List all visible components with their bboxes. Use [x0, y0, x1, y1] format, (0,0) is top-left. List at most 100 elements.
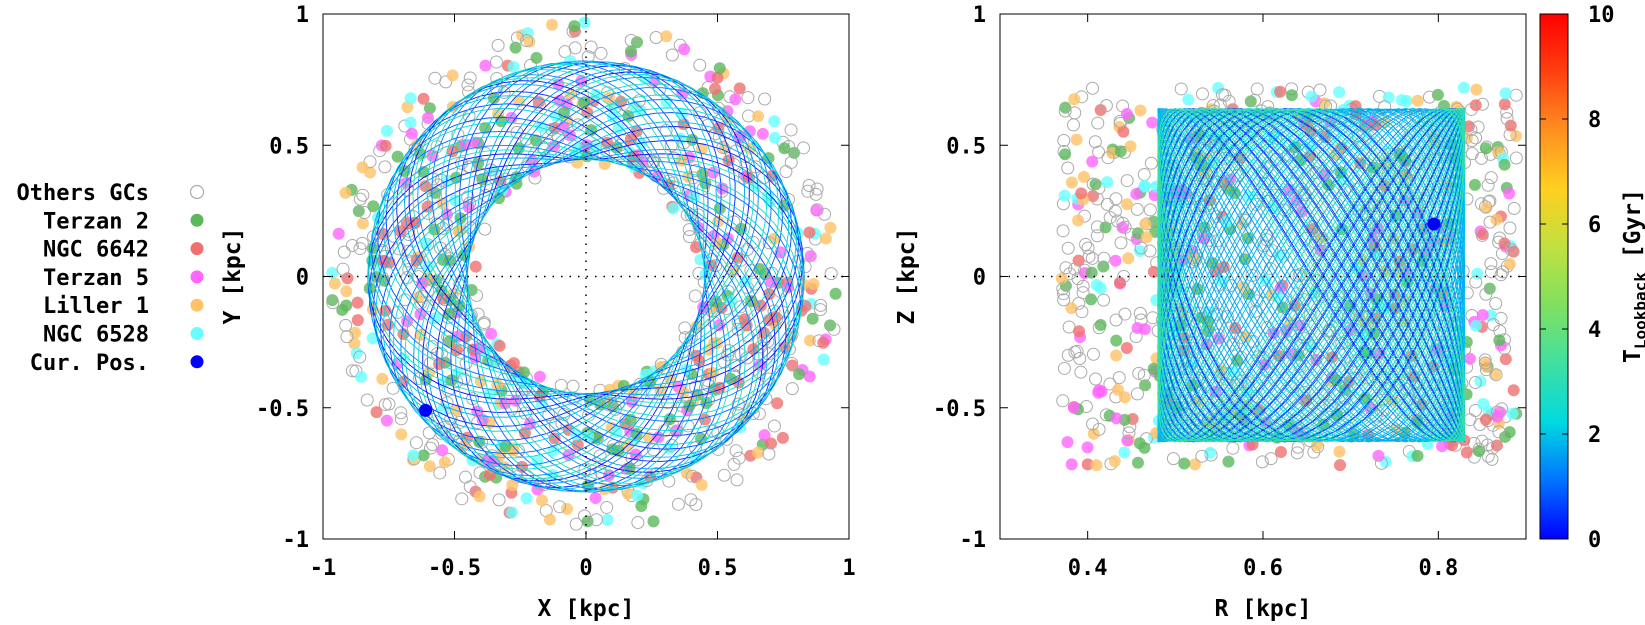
gc-point [589, 491, 602, 504]
other-gc-point [554, 378, 568, 392]
other-gc-point [693, 58, 707, 72]
gc-point [793, 368, 806, 381]
other-gc-point [1486, 441, 1500, 455]
gc-point [1077, 170, 1090, 183]
rz-panel: 0.4 0.6 0.8 -1 -0.5 0 0.5 1 R [kpc] Z [kpc] [894, 3, 1527, 622]
gc-point [1411, 449, 1424, 462]
orbit-line [1157, 108, 1466, 442]
legend-marker [190, 298, 204, 312]
other-gc-point [1210, 175, 1224, 189]
other-gc-point [378, 398, 392, 412]
legend-marker [190, 242, 204, 256]
other-gc-point [682, 223, 696, 237]
other-gc-point [730, 473, 744, 487]
gc-point [765, 437, 778, 450]
other-gc-point [1144, 156, 1158, 170]
orbit-line [1157, 108, 1466, 443]
other-gc-point [1117, 269, 1131, 283]
other-gc-point [439, 75, 453, 89]
other-gc-point [1059, 261, 1073, 275]
gc-point [557, 106, 570, 119]
legend: Others GCs Terzan 2 NGC 6642 Terzan 5 Liller… [17, 181, 205, 376]
other-gc-point [1086, 417, 1100, 431]
gc-point [807, 277, 820, 290]
other-gc-point [1137, 368, 1151, 382]
colorbar-label-unit: [Gyr] [1620, 189, 1645, 272]
other-gc-point [1504, 243, 1518, 257]
gc-point [1095, 385, 1108, 398]
other-gc-point [455, 156, 469, 170]
x-tick-label: -1 [310, 556, 337, 581]
gc-point [367, 200, 380, 213]
orbit-line [392, 95, 780, 458]
gc-point [423, 102, 436, 115]
gc-point [530, 51, 543, 64]
gc-point [356, 161, 369, 174]
other-gc-point [1323, 399, 1337, 413]
gc-point [1081, 441, 1094, 454]
other-gc-point [1485, 265, 1499, 279]
xy-panel: -1 -0.5 0 0.5 1 -1 -0.5 0 0.5 1 X [kpc] Y [kpc] [220, 3, 856, 622]
other-gc-point [1056, 282, 1070, 296]
rz-x-axis-label: R [kpc] [1215, 596, 1312, 622]
gc-point [380, 414, 393, 427]
orbit-line [1157, 108, 1466, 443]
colorbar-label-main: T [1620, 349, 1645, 363]
gc-point [1110, 412, 1123, 425]
other-gc-point [1113, 114, 1127, 128]
gc-point [1499, 353, 1512, 366]
gc-point [446, 145, 459, 158]
other-gc-point [440, 396, 454, 410]
other-gc-point [1481, 178, 1495, 192]
gc-point [1087, 427, 1100, 440]
gc-point [440, 208, 453, 221]
other-gc-point [1070, 344, 1084, 358]
gc-point [438, 456, 451, 469]
other-gc-point [1486, 318, 1500, 332]
gc-point [631, 489, 644, 502]
gc-point [423, 460, 436, 473]
other-gc-point [440, 218, 454, 232]
gc-point [778, 142, 791, 155]
other-gc-point [711, 426, 725, 440]
other-gc-point [631, 516, 645, 530]
other-gc-point [1108, 204, 1122, 218]
gc-point [535, 494, 548, 507]
other-gc-point [548, 418, 562, 432]
other-gc-point [489, 55, 503, 69]
gc-point [1113, 276, 1126, 289]
other-gc-point [729, 444, 743, 458]
other-gc-point [1090, 229, 1104, 243]
gc-point [460, 330, 473, 343]
other-gc-point [462, 109, 476, 123]
gc-point [758, 429, 771, 442]
other-gc-point [1481, 449, 1495, 463]
other-gc-point [1507, 202, 1521, 216]
gc-point [520, 492, 533, 505]
gc-point [1085, 293, 1098, 306]
gc-point [788, 146, 801, 159]
other-gc-point [1218, 88, 1232, 102]
colorbar-tick-label: 8 [1588, 108, 1601, 133]
other-gc-point [1492, 425, 1506, 439]
orbit-line [454, 60, 718, 493]
other-gc-point [741, 91, 755, 105]
other-gc-point [373, 144, 387, 158]
gc-point [765, 276, 778, 289]
other-gc-point [1086, 347, 1100, 361]
gc-point [589, 142, 602, 155]
gc-point [473, 490, 486, 503]
gc-point [627, 150, 640, 163]
other-gc-point [688, 289, 702, 303]
gc-point [495, 115, 508, 128]
gc-point [624, 133, 637, 146]
gc-point [526, 155, 539, 168]
current-position-point [1427, 217, 1441, 231]
gc-point [1222, 455, 1235, 468]
legend-label: Terzan 2 [43, 209, 149, 234]
gc-point [1146, 116, 1159, 129]
other-gc-point [457, 372, 471, 386]
xy-scatter-points [326, 16, 842, 531]
other-gc-point [1496, 265, 1510, 279]
gc-point [1094, 318, 1107, 331]
